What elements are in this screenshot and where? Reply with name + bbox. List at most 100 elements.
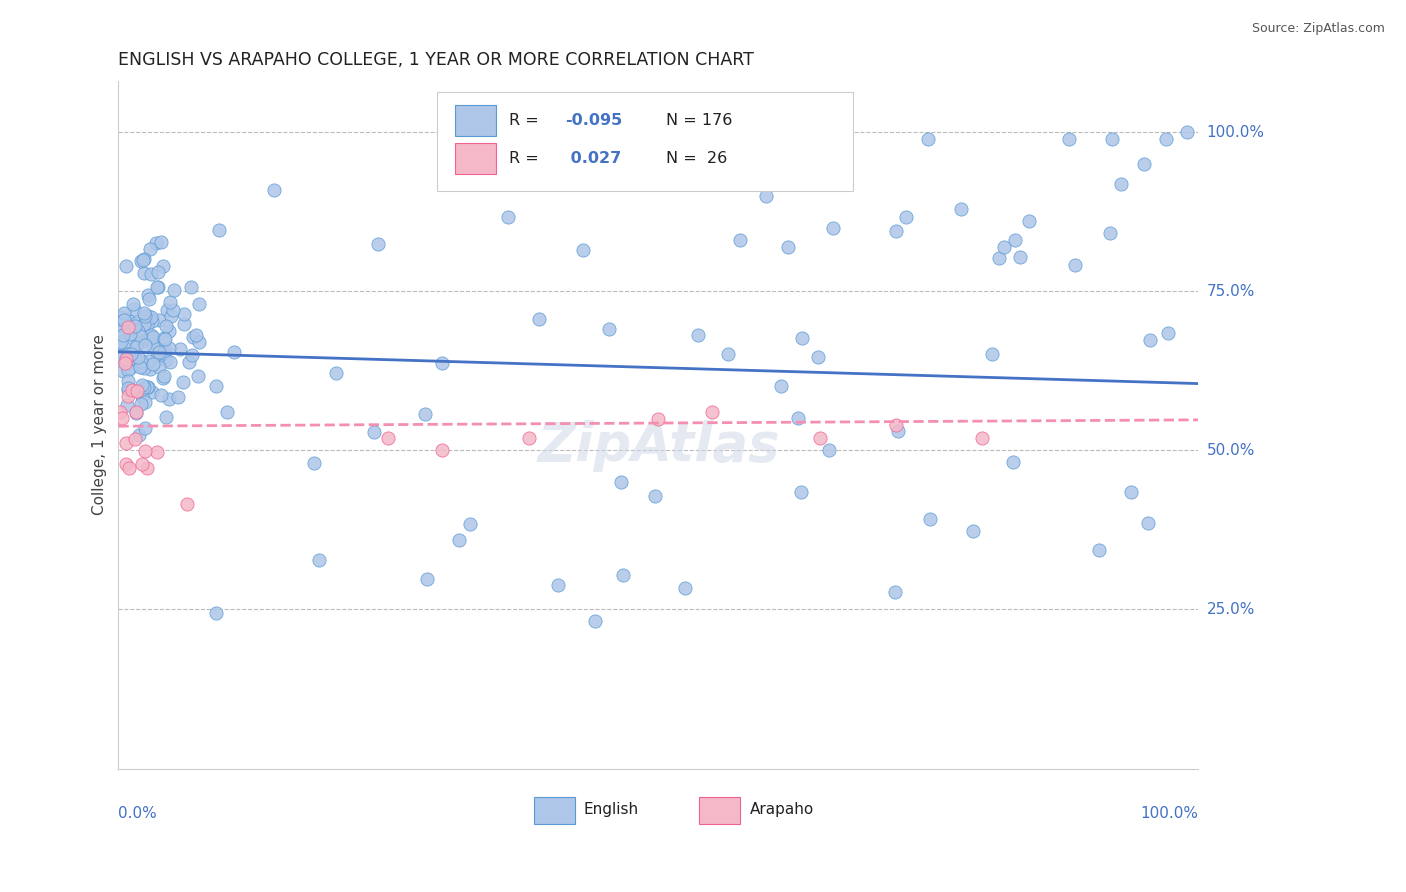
Point — [138, 331, 160, 345]
Point — [139, 267, 162, 281]
Point — [447, 533, 470, 547]
Point — [413, 407, 436, 421]
Point — [807, 350, 830, 364]
Point — [134, 252, 156, 266]
Point — [134, 443, 156, 458]
Point — [153, 369, 176, 384]
Point — [1001, 455, 1024, 469]
Text: R =: R = — [509, 151, 544, 166]
Point — [117, 383, 139, 397]
Point — [188, 297, 211, 311]
Point — [807, 176, 830, 190]
Text: N = 176: N = 176 — [666, 113, 733, 128]
Point — [111, 351, 134, 365]
Point — [1004, 233, 1026, 247]
Point — [129, 254, 152, 268]
Point — [117, 313, 139, 327]
Point — [166, 390, 188, 404]
Point — [112, 306, 135, 320]
Point — [128, 428, 150, 442]
Point — [217, 405, 239, 419]
Point — [176, 497, 198, 511]
Point — [155, 343, 177, 357]
Point — [1057, 131, 1080, 145]
Point — [127, 351, 149, 365]
Point — [124, 406, 146, 420]
Point — [181, 330, 204, 344]
Point — [141, 338, 163, 352]
Point — [115, 352, 138, 367]
Point — [1119, 484, 1142, 499]
Text: N =  26: N = 26 — [666, 151, 727, 166]
Point — [598, 322, 620, 336]
Point — [1133, 157, 1156, 171]
Point — [110, 345, 132, 359]
Point — [527, 312, 550, 326]
Point — [205, 606, 228, 620]
Point — [115, 457, 138, 471]
Point — [111, 324, 134, 338]
Point — [458, 517, 481, 532]
Point — [122, 302, 145, 317]
Point — [980, 347, 1002, 361]
Point — [962, 524, 984, 538]
Point — [887, 424, 910, 438]
Point — [111, 310, 134, 325]
Text: 25.0%: 25.0% — [1206, 602, 1254, 617]
Point — [117, 363, 139, 377]
Point — [152, 371, 174, 385]
Point — [792, 331, 814, 345]
Point — [118, 361, 141, 376]
Text: ZipAtlas: ZipAtlas — [537, 419, 779, 472]
Point — [125, 336, 148, 351]
Point — [686, 327, 709, 342]
Point — [787, 410, 810, 425]
Point — [1137, 516, 1160, 530]
Point — [117, 347, 139, 361]
Point — [673, 581, 696, 595]
Text: Arapaho: Arapaho — [749, 802, 814, 817]
Point — [949, 202, 972, 216]
Point — [129, 354, 152, 368]
Point — [136, 354, 159, 368]
Point — [188, 334, 211, 349]
Point — [363, 425, 385, 439]
Point — [146, 280, 169, 294]
Point — [141, 314, 163, 328]
Point — [118, 461, 141, 475]
Text: 50.0%: 50.0% — [1206, 443, 1254, 458]
Point — [139, 242, 162, 256]
Point — [118, 326, 141, 341]
Text: 100.0%: 100.0% — [1206, 125, 1264, 140]
Point — [498, 210, 520, 224]
Point — [159, 295, 181, 310]
Point — [1088, 542, 1111, 557]
Point — [132, 252, 155, 267]
Point — [821, 221, 844, 235]
Point — [432, 443, 454, 458]
Point — [138, 288, 160, 302]
Point — [884, 585, 907, 599]
FancyBboxPatch shape — [456, 144, 496, 174]
Point — [142, 330, 165, 344]
Point — [121, 296, 143, 310]
Point — [125, 384, 148, 398]
Point — [987, 251, 1010, 265]
Point — [150, 235, 173, 249]
FancyBboxPatch shape — [456, 105, 496, 136]
Text: 100.0%: 100.0% — [1140, 806, 1198, 822]
Text: 0.0%: 0.0% — [118, 806, 157, 822]
Point — [181, 348, 204, 362]
Point — [918, 512, 941, 526]
Point — [790, 485, 813, 500]
Point — [149, 387, 172, 401]
Point — [162, 303, 184, 318]
Point — [644, 489, 666, 503]
Point — [134, 309, 156, 323]
Point — [125, 317, 148, 331]
Point — [110, 335, 132, 350]
Point — [155, 409, 177, 424]
Point — [547, 577, 569, 591]
Point — [148, 265, 170, 279]
Point — [304, 457, 326, 471]
